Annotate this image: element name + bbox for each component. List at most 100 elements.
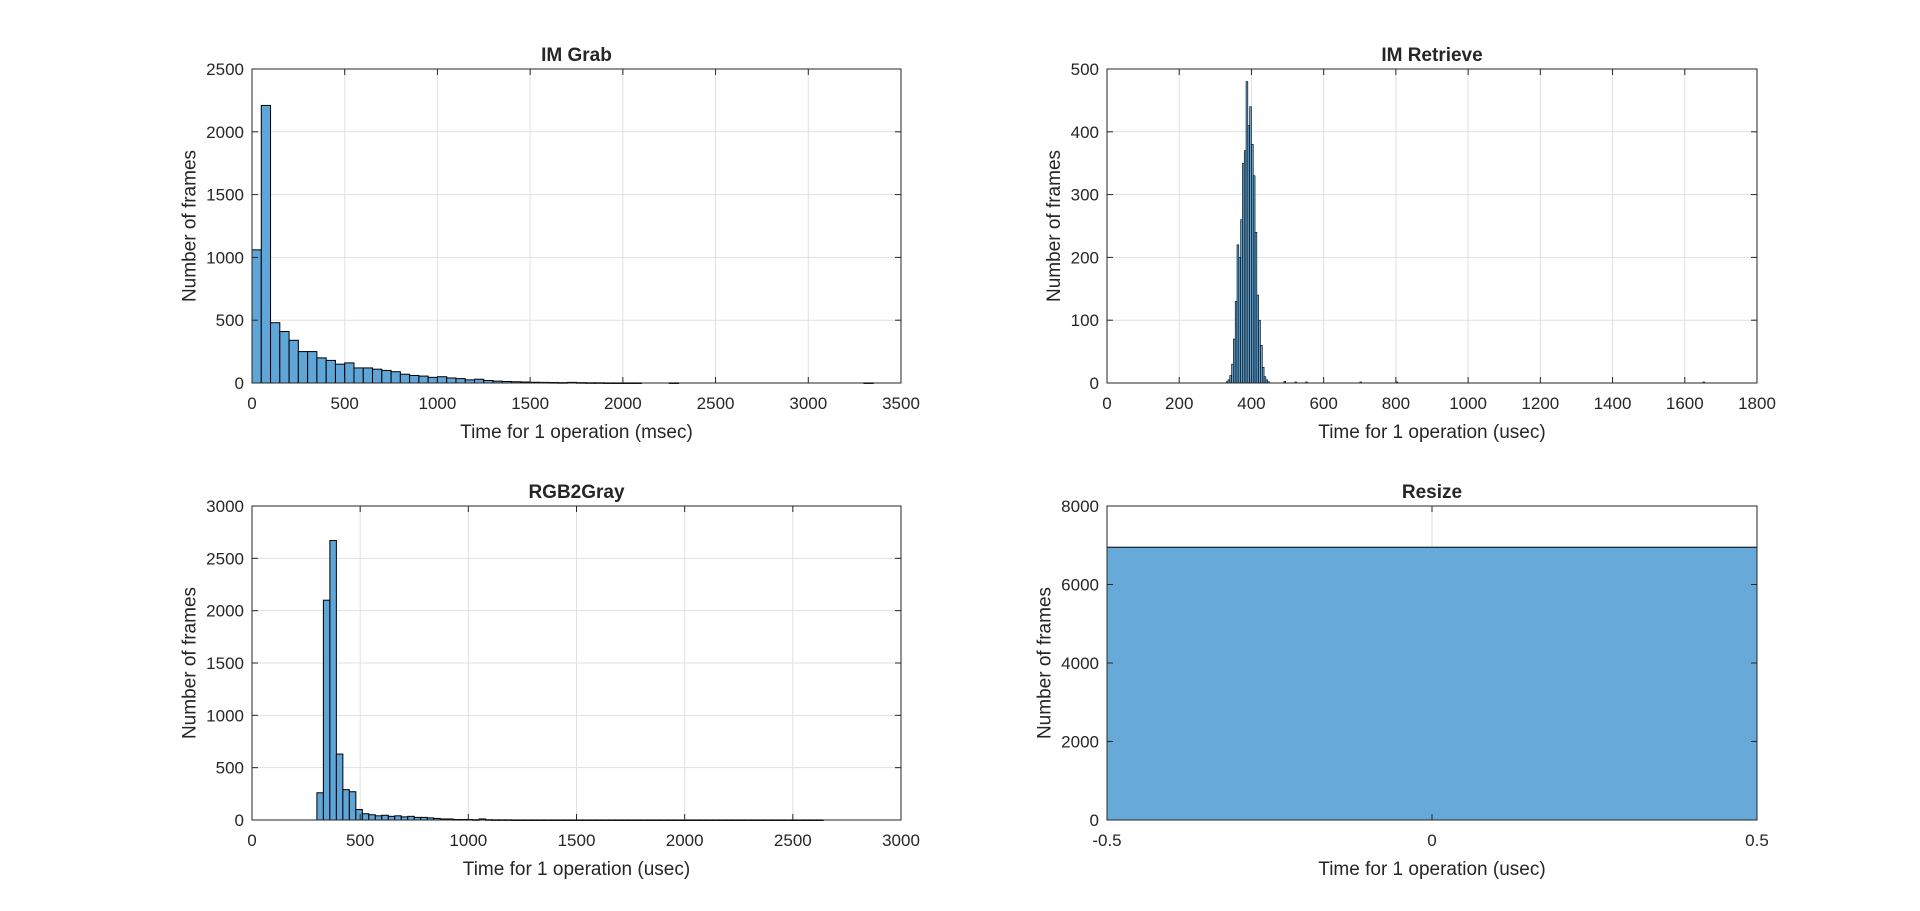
axes-box [1106, 68, 1758, 384]
histogram-bar [279, 331, 290, 384]
histogram-bar [353, 367, 364, 384]
histogram-bar [342, 789, 350, 821]
histogram-bar [474, 378, 485, 384]
histogram-bar [316, 357, 327, 384]
x-tick-label: 2000 [604, 394, 642, 413]
y-tick-label: 2500 [206, 60, 244, 79]
x-tick-label: 800 [1382, 394, 1410, 413]
bars [1106, 546, 1758, 821]
x-tick-label: 3500 [882, 394, 920, 413]
y-tick-label: 400 [1071, 123, 1099, 142]
x-axis-label: Time for 1 operation (usec) [463, 859, 690, 880]
x-tick-label: 1500 [511, 394, 549, 413]
chart-title: IM Retrieve [1381, 45, 1482, 66]
x-tick-label: 1000 [449, 831, 487, 850]
histogram-bar [355, 809, 363, 821]
x-tick-label: 0 [247, 394, 256, 413]
x-tick-label: 3000 [789, 394, 827, 413]
histogram-bar [368, 814, 376, 821]
histogram-bar [409, 374, 420, 384]
y-tick-label: 2000 [1061, 733, 1099, 752]
histogram-bar [399, 373, 411, 384]
x-tick-label: 3000 [882, 831, 920, 850]
histogram-bar [288, 339, 299, 384]
y-axis-label: Number of frames [1035, 587, 1056, 739]
y-tick-label: 1500 [206, 186, 244, 205]
histogram-bar [361, 813, 370, 821]
chart-title: RGB2Gray [528, 482, 625, 503]
x-tick-label: 2500 [774, 831, 812, 850]
x-tick-label: 1000 [1449, 394, 1487, 413]
y-tick-label: 500 [1071, 60, 1099, 79]
y-axis-label: Number of frames [180, 150, 201, 302]
y-tick-label: 1500 [206, 654, 244, 673]
y-tick-label: 2000 [206, 123, 244, 142]
y-tick-label: 0 [1090, 374, 1099, 393]
y-tick-label: 6000 [1061, 576, 1099, 595]
histogram-bar [335, 753, 344, 821]
x-tick-label: 0 [247, 831, 256, 850]
histogram-bar [348, 791, 357, 821]
y-axis-label: Number of frames [1044, 150, 1065, 302]
histogram-bar [381, 814, 389, 821]
x-tick-label: -0.5 [1092, 831, 1121, 850]
x-tick-label: 1400 [1594, 394, 1632, 413]
histogram-bar [446, 377, 457, 384]
chart-title: IM Grab [541, 45, 612, 66]
x-tick-label: 200 [1165, 394, 1193, 413]
x-tick-label: 1500 [558, 831, 596, 850]
y-axis-label: Number of frames [180, 587, 201, 739]
histogram-bar [436, 376, 448, 384]
histogram-bar [251, 249, 262, 384]
axes-box [251, 68, 902, 384]
plot-area [1107, 69, 1757, 383]
histogram-bar [394, 815, 402, 821]
histogram-bar [1283, 381, 1287, 383]
y-tick-label: 2000 [206, 602, 244, 621]
y-tick-label: 500 [216, 311, 244, 330]
histogram-bar [387, 815, 396, 821]
histogram-bar [316, 792, 324, 821]
x-axis-label: Time for 1 operation (msec) [460, 422, 693, 443]
histogram-bar [381, 369, 392, 384]
histogram-bar [418, 375, 429, 384]
chart-2: 0 500 1000 1500 2000 2500 3000 0 500 1000 1500 2000… [180, 482, 920, 880]
y-tick-label: 0 [235, 811, 244, 830]
y-tick-label: 100 [1071, 311, 1099, 330]
y-tick-label: 500 [216, 759, 244, 778]
histogram-bar [270, 322, 281, 384]
histogram-bar [344, 362, 355, 384]
chart-0: 0 500 1000 1500 2000 2500 3000 3500 0 500 1000 1500… [180, 45, 920, 443]
x-tick-label: 0.5 [1745, 831, 1769, 850]
histogram-bar [1106, 546, 1758, 821]
histogram-bar [374, 815, 383, 821]
histogram-bar [390, 371, 401, 384]
y-tick-label: 1000 [206, 248, 244, 267]
y-tick-label: 0 [1090, 811, 1099, 830]
histogram-bar [362, 367, 374, 384]
x-tick-label: 0 [1102, 394, 1111, 413]
x-tick-label: 500 [346, 831, 374, 850]
histogram-bar [307, 351, 318, 384]
x-tick-label: 0 [1427, 831, 1436, 850]
x-tick-label: 2000 [666, 831, 704, 850]
x-tick-label: 400 [1237, 394, 1265, 413]
chart-1: 0 200 400 600 800 1000 1200 1400 1600 1800 0 100 200… [1044, 45, 1776, 443]
y-tick-label: 4000 [1061, 654, 1099, 673]
x-tick-label: 1600 [1666, 394, 1704, 413]
y-tick-label: 8000 [1061, 497, 1099, 516]
histogram-bar [329, 540, 337, 821]
histogram-bar [322, 599, 331, 821]
histogram-bar [260, 104, 272, 384]
histogram-bar [372, 368, 383, 384]
x-tick-label: 600 [1309, 394, 1337, 413]
x-tick-label: 1000 [419, 394, 457, 413]
x-tick-label: 2500 [697, 394, 735, 413]
y-tick-label: 1000 [206, 706, 244, 725]
y-tick-label: 300 [1071, 186, 1099, 205]
y-tick-label: 2500 [206, 549, 244, 568]
histogram-bar [407, 815, 415, 821]
chart-title: Resize [1402, 482, 1462, 503]
